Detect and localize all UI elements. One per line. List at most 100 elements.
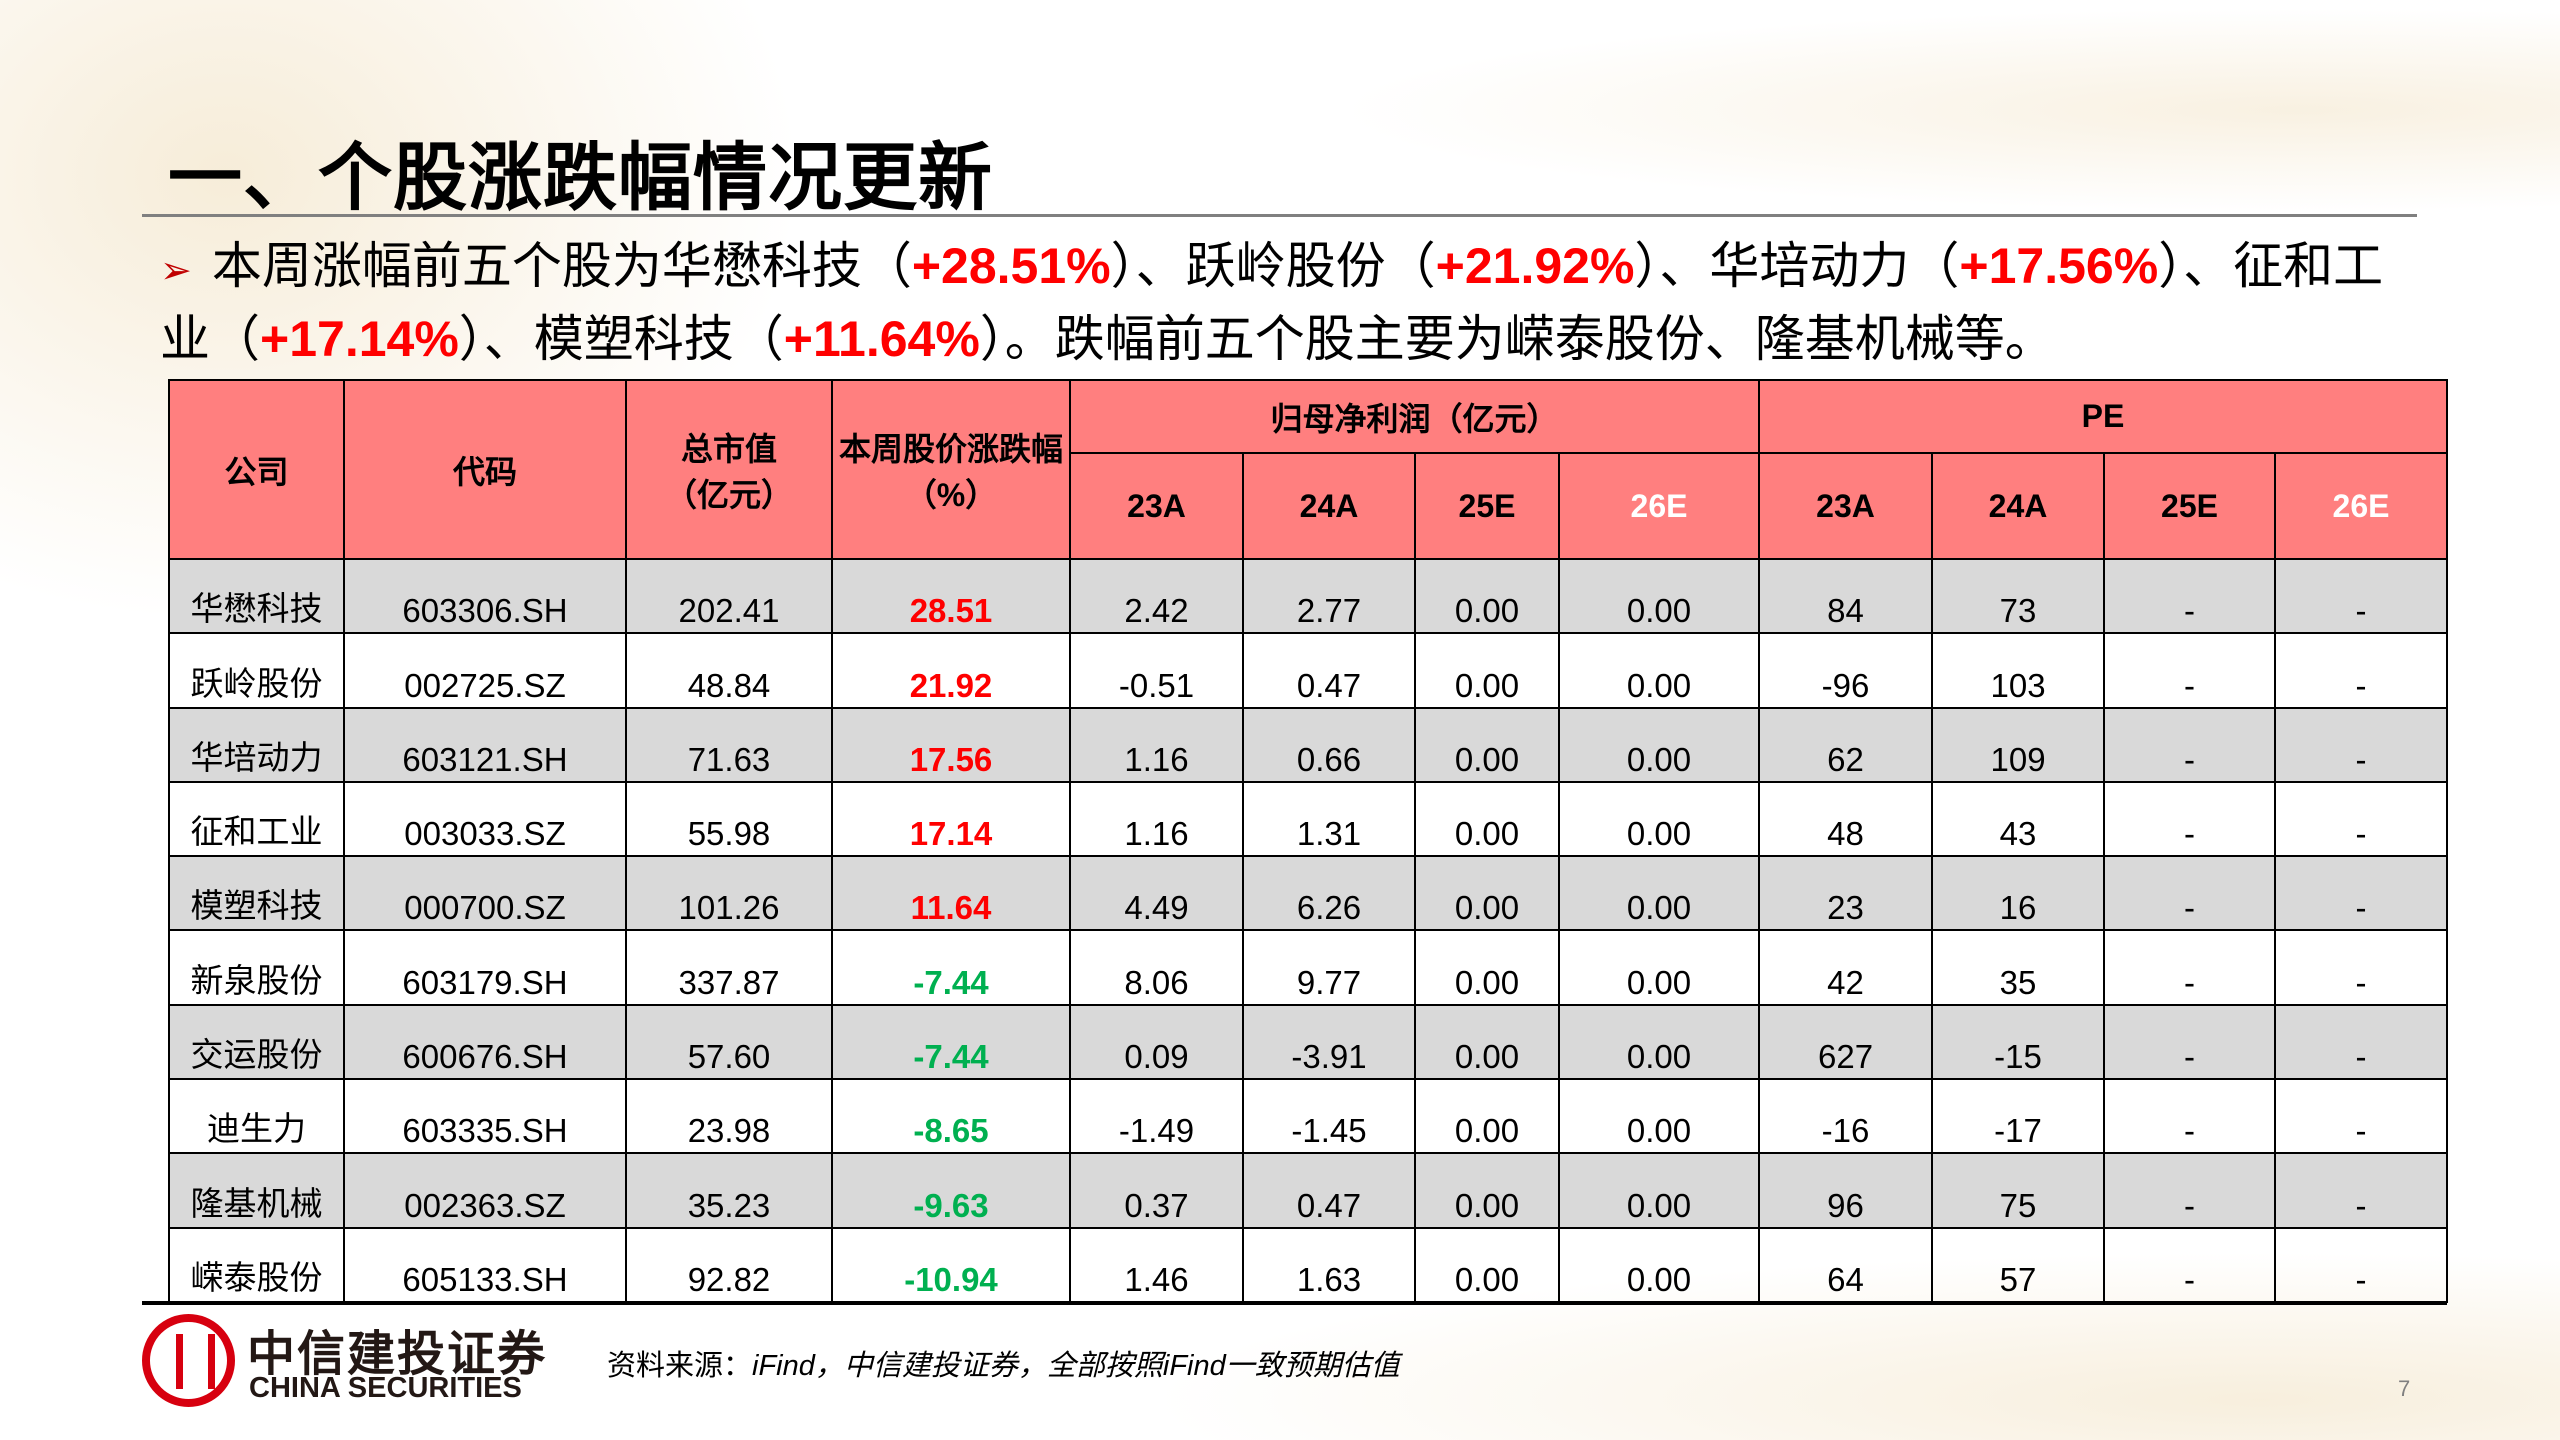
table-cell: - [2274, 1078, 2449, 1155]
table-cell: 62 [1758, 706, 1934, 783]
table-cell: 0.00 [1414, 632, 1560, 709]
table-cell: 71.63 [625, 706, 833, 783]
table-row: 模塑科技 000700.SZ 101.26 11.64 4.49 6.26 0.00 0.00… [168, 855, 2449, 932]
source-text: iFind，中信建投证券，全部按照iFind一致预期估值 [752, 1350, 1400, 1382]
table-cell: 92.82 [625, 1226, 833, 1303]
table-cell: 0.00 [1557, 557, 1761, 635]
table-cell: - [2103, 1078, 2277, 1155]
table-cell: 0.00 [1414, 929, 1560, 1006]
header-code: 代码 [343, 379, 627, 560]
table-cell: 8.06 [1069, 929, 1244, 1006]
table-cell: 35 [1931, 929, 2106, 1006]
header-year: 23A [1758, 452, 1934, 560]
logo-emblem-icon [142, 1314, 235, 1407]
table-cell: - [2274, 632, 2449, 709]
header-profit: 归母净利润（亿元） [1068, 379, 1761, 454]
table-cell: 11.64 [831, 855, 1071, 932]
logo-en: CHINA SECURITIES [249, 1372, 522, 1404]
table-cell: 75 [1931, 1152, 2106, 1229]
table-cell: 43 [1931, 780, 2106, 858]
table-row: 跃岭股份 002725.SZ 48.84 21.92 -0.51 0.47 0.00 0.00… [168, 632, 2449, 709]
table-cell: - [2274, 780, 2449, 858]
table-cell: 0.00 [1557, 780, 1761, 858]
table-cell: 73 [1931, 557, 2106, 635]
table-row: 迪生力 603335.SH 23.98 -8.65 -1.49 -1.45 0.00 0.00… [168, 1078, 2449, 1155]
header-year: 25E [2103, 452, 2277, 560]
table-cell: - [2103, 557, 2277, 635]
gain-value: +17.56% [1959, 238, 2159, 294]
table-cell: 0.00 [1557, 632, 1761, 709]
table-cell: - [2103, 929, 2277, 1006]
table-cell: 0.00 [1414, 1152, 1560, 1229]
table-cell: 002363.SZ [343, 1152, 627, 1229]
table-cell: 16 [1931, 855, 2106, 932]
table-cell: 0.00 [1414, 855, 1560, 932]
table-cell: 28.51 [831, 557, 1071, 635]
slide-title: 一、个股涨跌幅情况更新 [168, 136, 993, 219]
text: ）、征和工业（ [160, 238, 2384, 367]
table-cell: 迪生力 [168, 1078, 345, 1155]
table-cell: -3.91 [1242, 1003, 1416, 1081]
table-cell: 0.66 [1242, 706, 1416, 783]
table-cell: 003033.SZ [343, 780, 627, 858]
footer-divider [142, 1301, 2447, 1305]
summary-bullet: ➢ 本周涨幅前五个股为华懋科技（+28.51%）、跃岭股份（+21.92%）、华培… [160, 232, 2420, 373]
table-cell: 模塑科技 [168, 855, 345, 932]
table-cell: 0.00 [1414, 1003, 1560, 1081]
table-cell: 000700.SZ [343, 855, 627, 932]
table-cell: 1.63 [1242, 1226, 1416, 1303]
text: ）。跌幅前五个股主要为嵘泰股份、隆基机械等。 [979, 311, 2055, 367]
gain-value: +21.92% [1435, 238, 1635, 294]
table-row: 隆基机械 002363.SZ 35.23 -9.63 0.37 0.47 0.00 0.00 9… [168, 1152, 2449, 1229]
table-cell: 交运股份 [168, 1003, 345, 1081]
table-cell: 109 [1931, 706, 2106, 783]
table-cell: - [2274, 706, 2449, 783]
table-row: 新泉股份 603179.SH 337.87 -7.44 8.06 9.77 0.00 0.00… [168, 929, 2449, 1006]
header-mcap: 总市值 （亿元） [625, 379, 833, 560]
table-cell: 002725.SZ [343, 632, 627, 709]
header-year: 24A [1242, 452, 1416, 560]
table-cell: -10.94 [831, 1226, 1071, 1303]
table-cell: - [2103, 706, 2277, 783]
gain-value: +17.14% [260, 311, 459, 367]
table-cell: 新泉股份 [168, 929, 345, 1006]
table-cell: 0.00 [1414, 557, 1560, 635]
table-cell: 0.00 [1557, 1152, 1761, 1229]
header-year: 26E [2274, 452, 2449, 560]
table-cell: - [2103, 855, 2277, 932]
table-cell: 华懋科技 [168, 557, 345, 635]
header-text: 本周股价涨跌幅 [838, 430, 1063, 467]
table-cell: 605133.SH [343, 1226, 627, 1303]
table-cell: 0.00 [1414, 1078, 1560, 1155]
table-cell: - [2274, 1226, 2449, 1303]
table-row: 华懋科技 603306.SH 202.41 28.51 2.42 2.77 0.00 0.00… [168, 557, 2449, 635]
table-cell: 1.46 [1069, 1226, 1244, 1303]
header-company: 公司 [168, 379, 345, 560]
table-cell: 4.49 [1069, 855, 1244, 932]
table-cell: 6.26 [1242, 855, 1416, 932]
title-divider [142, 214, 2417, 217]
table-cell: 0.00 [1557, 929, 1761, 1006]
table-cell: 17.14 [831, 780, 1071, 858]
table-cell: - [2274, 929, 2449, 1006]
table-cell: - [2274, 1152, 2449, 1229]
table-cell: 0.00 [1414, 706, 1560, 783]
table-cell: 嵘泰股份 [168, 1226, 345, 1303]
table-cell: 2.42 [1069, 557, 1244, 635]
background-decoration [1260, 0, 2560, 220]
table-cell: 627 [1758, 1003, 1934, 1081]
text: ）、华培动力（ [1634, 238, 1960, 294]
header-year: 23A [1069, 452, 1244, 560]
table-cell: -1.49 [1069, 1078, 1244, 1155]
table-row: 华培动力 603121.SH 71.63 17.56 1.16 0.66 0.00 0.00 6… [168, 706, 2449, 783]
header-text: 总市值 [680, 430, 777, 467]
text: 本周涨幅前五个股为华懋科技（ [211, 238, 912, 294]
table-cell: 跃岭股份 [168, 632, 345, 709]
header-year: 24A [1931, 452, 2106, 560]
table-cell: 隆基机械 [168, 1152, 345, 1229]
china-securities-logo: 中信建投证券 CHINA SECURITIES [142, 1314, 552, 1409]
table-cell: 0.47 [1242, 1152, 1416, 1229]
table-cell: 57.60 [625, 1003, 833, 1081]
header-change: 本周股价涨跌幅 （%） [831, 379, 1071, 560]
table-cell: 202.41 [625, 557, 833, 635]
